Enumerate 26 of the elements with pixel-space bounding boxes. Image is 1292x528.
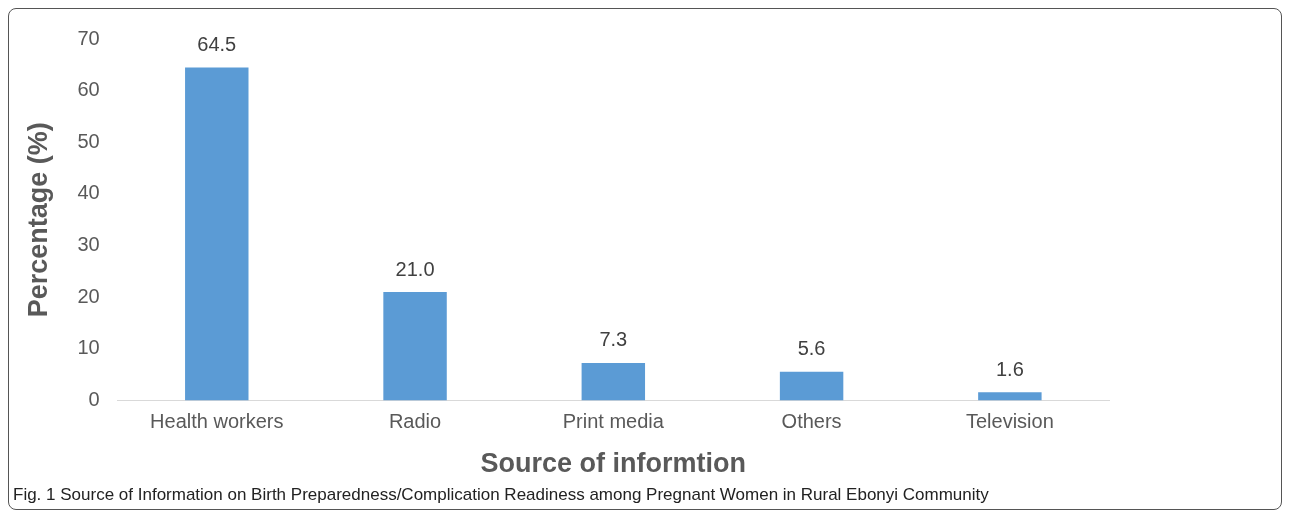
bar [383,292,447,401]
bar [185,67,249,401]
y-tick-label: 40 [77,181,100,204]
y-tick-label: 20 [77,284,100,307]
x-tick-label: Television [965,410,1054,433]
data-label: 5.6 [797,337,826,360]
y-tick-label: 60 [77,78,100,101]
y-tick-label: 10 [77,336,100,359]
bar [978,392,1042,401]
bar [581,362,646,401]
data-label: 1.6 [995,357,1024,380]
y-tick-label: 30 [77,233,100,256]
bar [779,371,844,401]
y-tick-label: 50 [77,129,100,152]
caption: Fig. 1 Source of Information on Birth Preparedness/Complication Readiness among Pregnant Women in Rural Ebonyi Community [12,485,990,505]
x-tick-label: Others [781,410,842,433]
x-tick-label: Radio [388,410,442,433]
x-tick-label: Health workers [150,410,284,433]
y-tick-label: 70 [77,26,100,49]
y-axis-title: Percentage (%) [22,122,53,318]
data-label: 21.0 [395,257,435,280]
x-tick-label: Print media [562,410,665,433]
data-label: 7.3 [599,328,628,351]
x-axis-title: Source of informtion [480,448,747,479]
data-label: 64.5 [197,32,237,55]
y-tick-label: 0 [88,388,100,411]
